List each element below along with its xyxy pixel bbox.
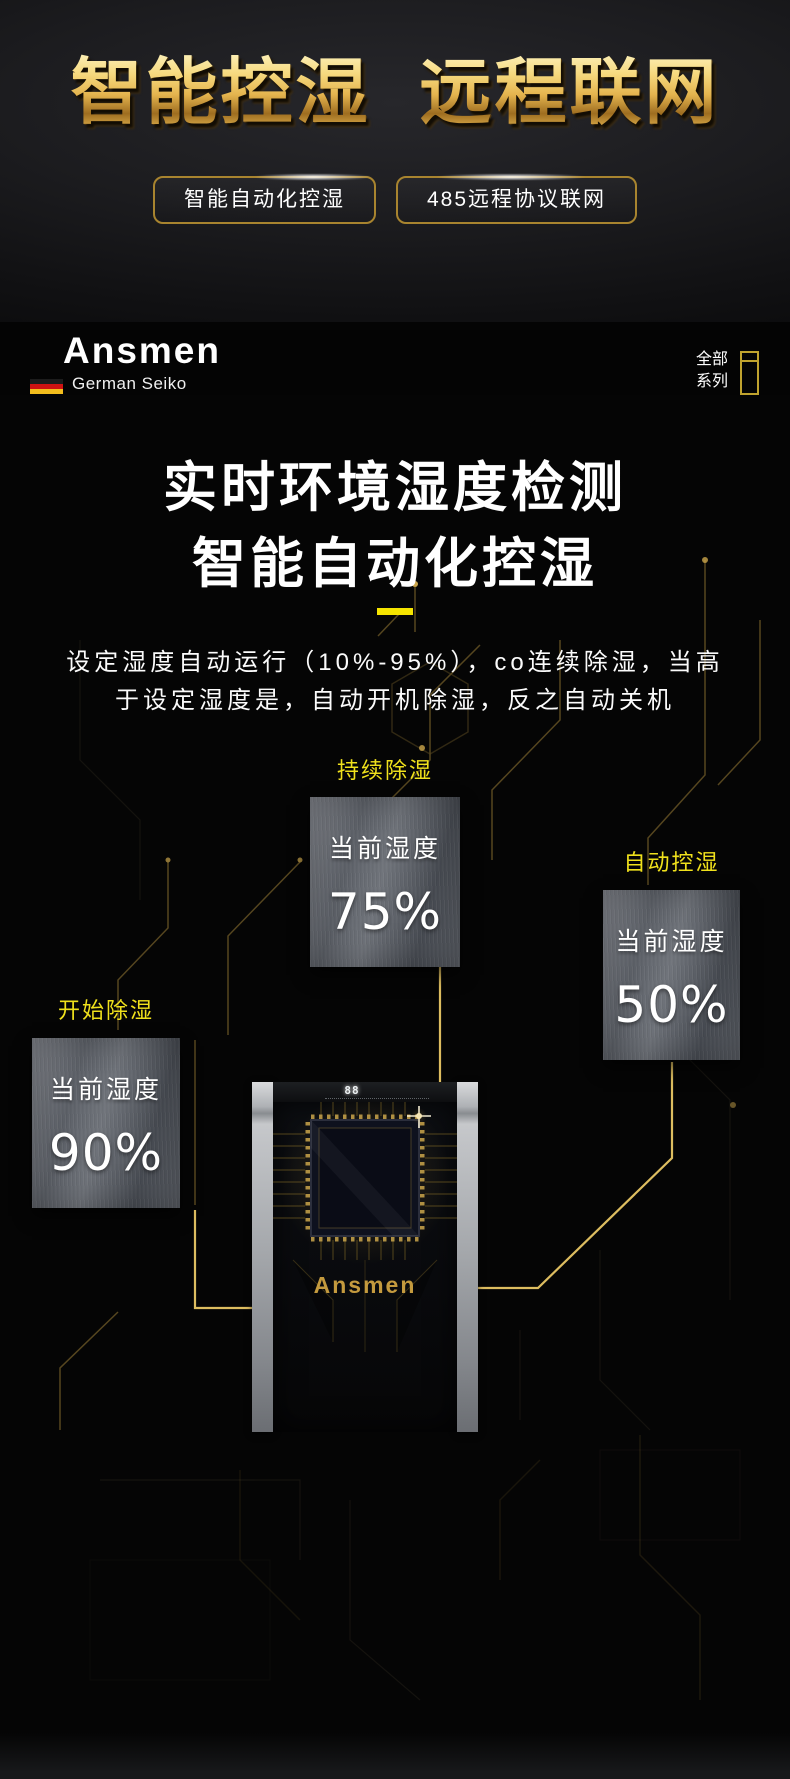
section-heading-line1: 实时环境湿度检测 — [163, 458, 627, 518]
series-label-top: 全部 — [695, 351, 728, 368]
section-heading-line2: 智能自动化控湿 — [192, 534, 598, 594]
device-edge-right — [457, 1082, 478, 1432]
brand-tagline: German Seiko — [72, 374, 187, 393]
yellow-divider — [377, 608, 413, 615]
feature-badge-485-network: 485远程协议联网 — [395, 176, 638, 224]
description-line2: 于设定湿度是，自动开机除湿，反之自动关机 — [115, 687, 675, 714]
humidity-value: 75% — [327, 883, 443, 941]
series-label: 全部 系列 — [668, 349, 728, 393]
humidity-box-continuous: 当前湿度 75% — [310, 797, 460, 967]
humidity-caption: 当前湿度 — [49, 1076, 162, 1104]
description-line1: 设定湿度自动运行（10%-95%），co连续除湿，当高 — [66, 649, 724, 676]
series-label-bottom: 系列 — [695, 373, 728, 390]
humidity-caption: 当前湿度 — [328, 835, 441, 863]
device-display: 88 — [344, 1084, 360, 1097]
chip-graphic — [273, 1102, 457, 1352]
series-catalog-icon — [740, 351, 759, 395]
humidity-caption: 当前湿度 — [615, 928, 728, 956]
brand-logo: Ansmen — [63, 330, 221, 371]
brand-bar: Ansmen German Seiko 全部 系列 — [0, 322, 790, 395]
feature-badge-smart-control: 智能自动化控湿 — [152, 176, 376, 224]
bottom-fade — [0, 1733, 790, 1779]
callout-label-auto: 自动控湿 — [623, 850, 720, 875]
callout-label-continuous: 持续除湿 — [336, 758, 433, 783]
device-brand-logo: Ansmen — [313, 1272, 417, 1298]
humidity-box-start: 当前湿度 90% — [32, 1038, 180, 1208]
german-flag-icon — [30, 379, 63, 394]
device-front-panel: Ansmen — [273, 1102, 457, 1432]
humidity-box-auto: 当前湿度 50% — [603, 890, 740, 1060]
device-label-strip — [325, 1098, 429, 1099]
hero-section: 智能控湿 远程联网 智能自动化控湿 485远程协议联网 — [0, 0, 790, 322]
humidity-value: 50% — [614, 976, 729, 1034]
device-top: 88 — [273, 1082, 457, 1102]
callout-label-start: 开始除湿 — [57, 998, 154, 1023]
connector-lines — [193, 967, 674, 1310]
humidity-value: 90% — [48, 1124, 164, 1182]
device-edge-left — [252, 1082, 273, 1432]
feature-badges: 智能自动化控湿 485远程协议联网 — [0, 176, 790, 224]
hero-title: 智能控湿 远程联网 — [0, 50, 790, 136]
main-section: 实时环境湿度检测 智能自动化控湿 设定湿度自动运行（10%-95%），co连续除… — [0, 395, 790, 1779]
